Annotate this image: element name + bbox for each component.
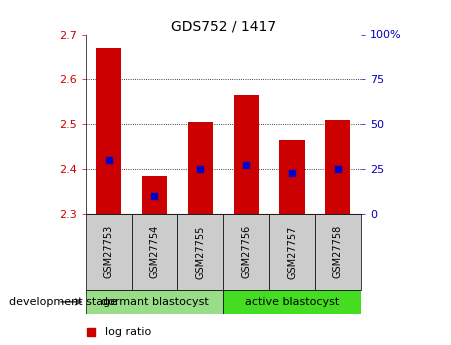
Text: log ratio: log ratio bbox=[105, 327, 151, 337]
Title: GDS752 / 1417: GDS752 / 1417 bbox=[170, 19, 276, 33]
FancyBboxPatch shape bbox=[86, 214, 132, 290]
FancyBboxPatch shape bbox=[223, 290, 361, 314]
Text: GSM27754: GSM27754 bbox=[149, 225, 160, 278]
FancyBboxPatch shape bbox=[223, 214, 269, 290]
Text: GSM27756: GSM27756 bbox=[241, 225, 251, 278]
Text: GSM27755: GSM27755 bbox=[195, 225, 205, 278]
Text: GSM27758: GSM27758 bbox=[333, 225, 343, 278]
FancyBboxPatch shape bbox=[269, 214, 315, 290]
Bar bbox=[325, 120, 350, 214]
Text: dormant blastocyst: dormant blastocyst bbox=[101, 297, 208, 307]
Text: GSM27757: GSM27757 bbox=[287, 225, 297, 278]
Bar bbox=[280, 140, 304, 214]
Bar bbox=[96, 48, 121, 214]
Bar bbox=[142, 176, 167, 214]
FancyBboxPatch shape bbox=[132, 214, 177, 290]
FancyBboxPatch shape bbox=[177, 214, 223, 290]
Bar bbox=[234, 95, 259, 214]
FancyBboxPatch shape bbox=[86, 290, 223, 314]
Text: development stage: development stage bbox=[9, 297, 117, 307]
Bar bbox=[188, 122, 213, 214]
Text: GSM27753: GSM27753 bbox=[104, 225, 114, 278]
Text: active blastocyst: active blastocyst bbox=[245, 297, 339, 307]
FancyBboxPatch shape bbox=[315, 214, 361, 290]
